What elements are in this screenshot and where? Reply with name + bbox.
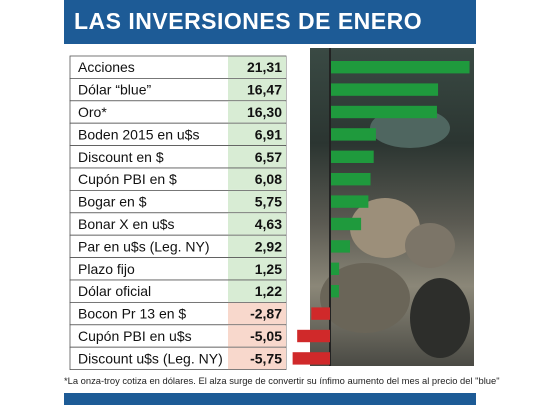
chart-rows: Acciones 21,31 Dólar “blue” 16,47 Oro* 16,30 B… [69,55,470,371]
value-cell [228,168,286,190]
data-label: 16,47 [247,82,282,98]
category-label: Par en u$s (Leg. NY) [78,238,210,254]
data-label: -5,05 [250,328,282,344]
data-label: 1,22 [255,283,282,299]
data-label: 2,92 [255,238,282,254]
footnote: *La onza-troy cotiza en dólares. El alza… [64,375,500,386]
bar [331,195,369,208]
bar [297,329,330,343]
data-label: 21,31 [247,59,282,75]
data-label: 6,08 [255,171,282,187]
category-label: Discount u$s (Leg. NY) [78,350,223,366]
value-cell [228,347,286,370]
value-cell [228,146,286,168]
value-cell [228,235,286,258]
bar [331,128,376,141]
bar [331,217,362,231]
bar [331,150,374,163]
chart-title: LAS INVERSIONES DE ENERO [74,8,423,34]
value-cell [228,78,286,101]
data-label: 5,75 [255,194,282,210]
value-cell [228,190,286,213]
bar [331,83,439,96]
bar [331,285,339,298]
value-cell [228,213,286,235]
value-cell [228,258,286,280]
category-label: Dólar “blue” [78,82,151,98]
category-label: Bonar X en u$s [78,216,175,232]
bar [331,61,470,74]
data-label: 4,63 [255,216,282,232]
data-label: 6,57 [255,149,282,165]
bar [311,307,330,320]
bar [331,173,371,186]
bottom-bar [64,393,476,405]
data-label: 1,25 [255,261,282,277]
value-cell [228,56,286,78]
value-cell [228,302,286,325]
value-cell [228,123,286,146]
category-label: Boden 2015 en u$s [78,126,199,142]
bar [292,352,330,365]
bar [331,262,340,275]
bar [331,240,350,253]
category-label: Acciones [78,59,135,75]
data-label: -5,75 [250,350,282,366]
category-label: Oro* [78,104,107,120]
value-cell [228,101,286,123]
bar [331,105,437,119]
category-label: Dólar oficial [78,283,151,299]
value-cell [228,280,286,302]
data-label: 6,91 [255,126,282,142]
value-cell [228,325,286,347]
category-label: Discount en $ [78,149,164,165]
category-label: Cupón PBI en $ [78,171,177,187]
category-label: Cupón PBI en u$s [78,328,192,344]
chart-header: LAS INVERSIONES DE ENERO [64,0,476,44]
data-label: 16,30 [247,104,282,120]
data-label: -2,87 [250,306,282,322]
category-label: Plazo fijo [78,261,135,277]
category-label: Bocon Pr 13 en $ [78,306,186,322]
category-label: Bogar en $ [78,194,147,210]
